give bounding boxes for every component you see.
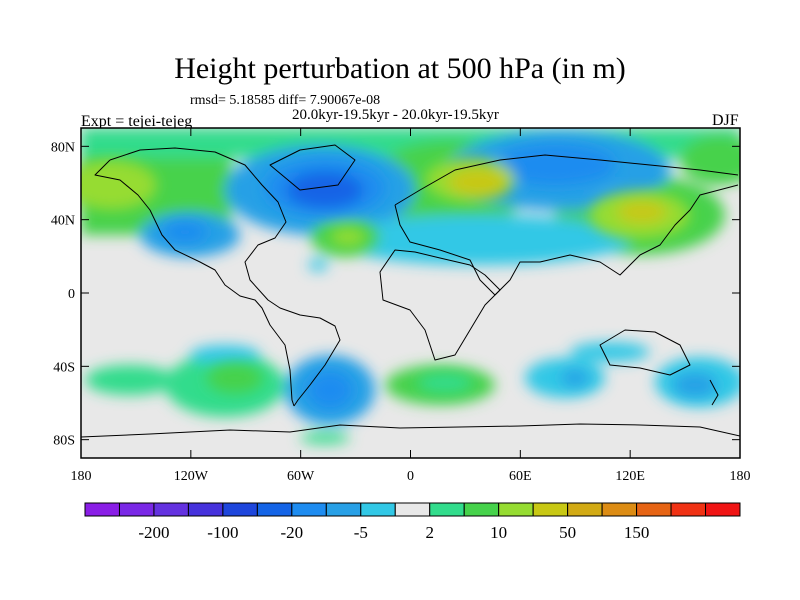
stats-line: rmsd= 5.18585 diff= 7.90067e-08 — [190, 93, 381, 108]
colorbar-swatch — [394, 502, 431, 517]
season-label: DJF — [712, 112, 739, 129]
colorbar-swatch — [187, 502, 224, 517]
lon-tick-label: 180 — [730, 469, 751, 484]
coastlines — [81, 144, 740, 438]
colorbar-swatch — [670, 502, 707, 517]
colorbar-swatch — [636, 502, 672, 517]
colorbar-swatch — [153, 502, 189, 517]
period-line: 20.0kyr-19.5kyr - 20.0kyr-19.5kyr — [292, 107, 499, 123]
contour-field — [81, 128, 740, 444]
lon-tick-label: 60E — [509, 469, 532, 484]
colorbar-swatch — [532, 502, 569, 517]
colorbar-swatch — [567, 502, 603, 517]
lat-tick-label: 0 — [68, 287, 75, 302]
experiment-label: Expt = tejei-tejeg — [81, 113, 193, 130]
colorbar-swatch — [222, 502, 258, 517]
colorbar-swatch — [463, 502, 500, 517]
colorbar-label: 10 — [490, 523, 507, 542]
colorbar-label: -100 — [207, 523, 238, 542]
colorbar-swatch — [601, 502, 638, 517]
colorbar-swatch — [118, 502, 155, 517]
colorbar-label: 50 — [559, 523, 576, 542]
lat-tick-label: 40S — [53, 360, 75, 375]
chart-title: Height perturbation at 500 hPa (in m) — [174, 52, 626, 85]
lon-tick-label: 120E — [615, 469, 645, 484]
colorbar-swatch — [291, 502, 327, 517]
colorbar-swatch — [429, 502, 465, 517]
lat-tick-label: 80S — [53, 434, 75, 449]
colorbar-label: 2 — [425, 523, 434, 542]
colorbar-swatch — [705, 502, 741, 517]
lon-tick-label: 120W — [174, 469, 209, 484]
colorbar-swatch — [325, 502, 362, 517]
lat-tick-label: 40N — [51, 214, 75, 229]
colorbar-swatch — [84, 502, 120, 517]
lon-tick-label: 60W — [287, 469, 315, 484]
colorbar-label: -5 — [354, 523, 368, 542]
lat-tick-label: 80N — [51, 140, 75, 155]
lon-tick-label: 0 — [407, 469, 414, 484]
map-axes: 80N 40N 0 40S 80S 180 120W 60W 0 60E 120E 180 — [51, 128, 751, 484]
colorbar-swatch — [360, 502, 396, 517]
lon-tick-label: 180 — [71, 469, 92, 484]
colorbar-label: -20 — [281, 523, 304, 542]
colorbar: -200 -100 -20 -5 2 10 50 150 — [84, 502, 741, 542]
colorbar-label: -200 — [138, 523, 169, 542]
colorbar-swatch — [256, 502, 293, 517]
colorbar-swatch — [498, 502, 534, 517]
colorbar-label: 150 — [624, 523, 650, 542]
